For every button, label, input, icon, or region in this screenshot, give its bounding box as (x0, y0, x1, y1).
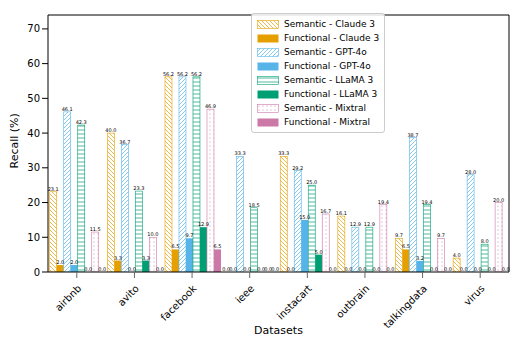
svg-text:20.0: 20.0 (493, 197, 504, 203)
svg-text:36.7: 36.7 (119, 139, 130, 145)
html-text:Semantic - Mixtral: Semantic - Mixtral (284, 103, 366, 113)
svg-text:avito: avito (116, 283, 141, 308)
svg-text:0.0: 0.0 (128, 266, 136, 272)
svg-text:0.0: 0.0 (156, 266, 164, 272)
svg-text:60: 60 (27, 58, 40, 69)
svg-text:ieee: ieee (233, 283, 256, 306)
svg-text:2.0: 2.0 (56, 259, 64, 265)
svg-text:0.0: 0.0 (264, 266, 273, 272)
html-text:Functional - Mixtral: Functional - Mixtral (284, 117, 371, 127)
svg-text:19.4: 19.4 (421, 199, 432, 205)
svg-text:airbnb: airbnb (53, 283, 83, 313)
svg-text:11.5: 11.5 (90, 226, 101, 232)
svg-text:25.0: 25.0 (306, 179, 317, 185)
svg-text:38.7: 38.7 (407, 132, 418, 138)
svg-text:8.0: 8.0 (481, 238, 489, 244)
svg-text:33.3: 33.3 (278, 150, 289, 156)
svg-text:6.5: 6.5 (214, 243, 222, 249)
svg-text:0.0: 0.0 (344, 266, 352, 272)
svg-text:56.2: 56.2 (163, 71, 174, 77)
svg-text:6.5: 6.5 (172, 243, 180, 249)
svg-text:40: 40 (27, 128, 40, 139)
svg-text:40.0: 40.0 (105, 127, 116, 133)
svg-text:19.4: 19.4 (378, 199, 389, 205)
svg-text:2.0: 2.0 (70, 259, 78, 265)
svg-text:0.0: 0.0 (329, 266, 337, 272)
svg-text:29.2: 29.2 (292, 165, 303, 171)
html-text:Functional - LLaMA 3: Functional - LLaMA 3 (284, 89, 378, 99)
svg-text:talkingdata: talkingdata (381, 283, 429, 331)
svg-text:0.0: 0.0 (474, 266, 482, 272)
html-text:Functional - GPT-4o: Functional - GPT-4o (284, 61, 371, 71)
svg-text:42.3: 42.3 (76, 119, 87, 125)
svg-text:10: 10 (27, 232, 40, 243)
svg-text:0.0: 0.0 (257, 266, 266, 272)
svg-text:4.0: 4.0 (453, 252, 461, 258)
svg-text:23.1: 23.1 (48, 186, 59, 192)
svg-text:0.0: 0.0 (502, 266, 510, 272)
svg-text:56.2: 56.2 (177, 71, 188, 77)
svg-text:16.7: 16.7 (320, 208, 331, 214)
svg-text:3.3: 3.3 (114, 255, 122, 261)
svg-text:0.0: 0.0 (271, 266, 279, 272)
svg-text:5.0: 5.0 (315, 249, 323, 255)
svg-text:instacart: instacart (275, 283, 314, 322)
svg-text:12.9: 12.9 (198, 221, 209, 227)
svg-text:70: 70 (27, 23, 40, 34)
svg-text:9.7: 9.7 (186, 232, 194, 238)
svg-text:0.0: 0.0 (243, 266, 251, 272)
svg-text:virus: virus (462, 283, 487, 308)
svg-text:0.0: 0.0 (98, 266, 106, 272)
svg-text:20: 20 (27, 197, 40, 208)
svg-text:23.3: 23.3 (133, 185, 144, 191)
html-text:Functional - Claude 3: Functional - Claude 3 (284, 33, 380, 43)
svg-text:0.0: 0.0 (84, 266, 92, 272)
svg-text:0.0: 0.0 (386, 266, 394, 272)
svg-text:Datasets: Datasets (254, 324, 303, 334)
svg-text:12.9: 12.9 (364, 221, 375, 227)
svg-text:3.2: 3.2 (416, 255, 424, 261)
html-text:Semantic - GPT-4o: Semantic - GPT-4o (284, 47, 367, 57)
svg-text:0.0: 0.0 (229, 266, 237, 272)
svg-text:15.0: 15.0 (299, 214, 310, 220)
svg-text:46.1: 46.1 (62, 106, 73, 112)
svg-text:6.5: 6.5 (402, 243, 410, 249)
svg-text:0.0: 0.0 (430, 266, 438, 272)
svg-text:0.0: 0.0 (460, 266, 468, 272)
html-text:Semantic - Claude 3: Semantic - Claude 3 (284, 19, 375, 29)
svg-text:50: 50 (27, 93, 40, 104)
html-text:Semantic - LLaMA 3: Semantic - LLaMA 3 (284, 75, 374, 85)
svg-text:facebook: facebook (158, 283, 198, 323)
svg-text:0.0: 0.0 (287, 266, 295, 272)
svg-text:3.3: 3.3 (142, 255, 150, 261)
svg-text:46.9: 46.9 (205, 103, 216, 109)
svg-text:0.0: 0.0 (488, 266, 496, 272)
svg-text:30: 30 (27, 162, 40, 173)
svg-text:16.1: 16.1 (336, 210, 347, 216)
svg-text:18.5: 18.5 (249, 202, 260, 208)
svg-text:Recall (%): Recall (%) (8, 113, 21, 168)
svg-text:0: 0 (34, 267, 40, 278)
svg-text:28.0: 28.0 (465, 169, 476, 175)
svg-text:0.0: 0.0 (372, 266, 380, 272)
svg-text:0.0: 0.0 (444, 266, 452, 272)
svg-text:9.7: 9.7 (437, 232, 445, 238)
svg-text:outbrain: outbrain (334, 283, 372, 321)
svg-text:0.0: 0.0 (358, 266, 366, 272)
svg-text:56.2: 56.2 (191, 71, 202, 77)
svg-text:0.0: 0.0 (222, 266, 231, 272)
svg-text:9.7: 9.7 (395, 232, 403, 238)
svg-text:12.9: 12.9 (350, 221, 361, 227)
svg-text:10.0: 10.0 (147, 231, 158, 237)
svg-text:33.3: 33.3 (235, 150, 246, 156)
